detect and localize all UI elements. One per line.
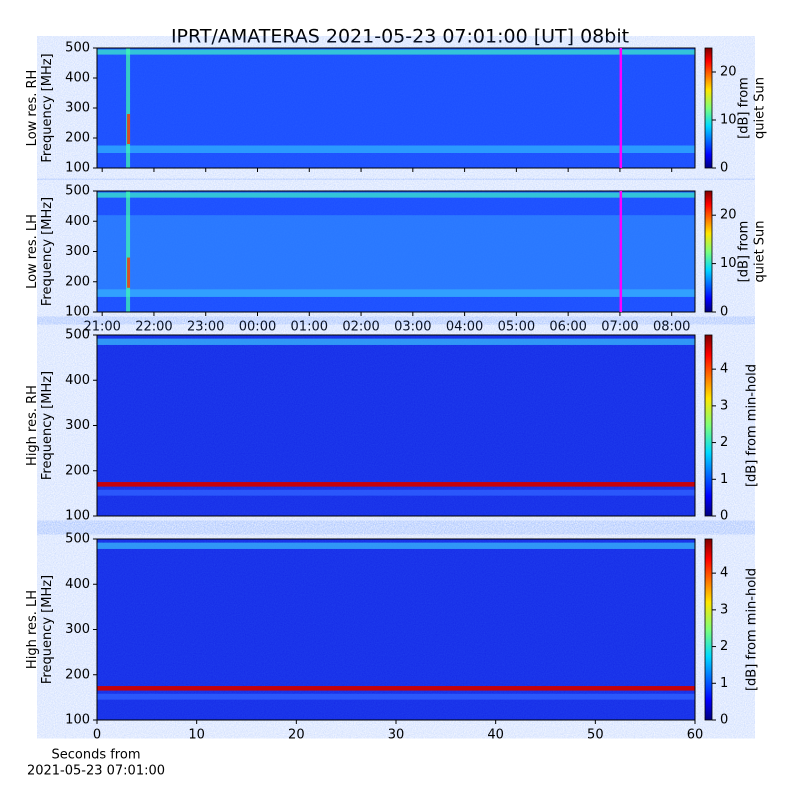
y-tick-label: 300 (65, 101, 90, 116)
y-axis-label: Frequency [MHz] (40, 371, 55, 480)
y-tick-label: 200 (65, 274, 90, 289)
colorbar-tick-label: 0 (720, 161, 728, 176)
y-axis-label: Low res. RH (25, 70, 40, 147)
y-tick-label: 200 (65, 463, 90, 478)
colorbar-tick-label: 1 (720, 472, 728, 487)
colorbar-tick-label: 20 (720, 65, 737, 80)
y-tick-label: 500 (65, 532, 90, 547)
y-tick-label: 100 (65, 713, 90, 728)
x-tick-label: 0 (93, 728, 101, 743)
colorbar (704, 190, 713, 313)
spectrogram-band (97, 542, 695, 549)
y-axis-label: Frequency [MHz] (40, 53, 55, 162)
x-tick-label: 00:00 (239, 320, 276, 335)
x-tick-label: 04:00 (446, 320, 483, 335)
spectrogram-band (97, 693, 695, 700)
y-tick-label: 500 (65, 41, 90, 56)
colorbar-tick-label: 1 (720, 676, 728, 691)
y-tick-label: 500 (65, 328, 90, 343)
y-axis-label: Frequency [MHz] (40, 197, 55, 306)
x-tick-label: 05:00 (498, 320, 535, 335)
x-axis-label: 2021-05-23 07:01:00 (27, 764, 165, 779)
spectrogram-streak (126, 48, 131, 168)
y-axis-label: High res. RH (25, 385, 40, 466)
x-tick-label: 08:00 (653, 320, 690, 335)
spectrogram-band (97, 215, 695, 297)
x-tick-label: 22:00 (135, 320, 172, 335)
x-tick-label: 06:00 (549, 320, 586, 335)
x-tick-label: 30 (388, 728, 405, 743)
colorbar-label: [dB] from min-hold (745, 364, 760, 487)
x-tick-label: 50 (587, 728, 604, 743)
colorbar-label: [dB] from min-hold (745, 568, 760, 691)
colorbar-tick-label: 10 (720, 256, 737, 271)
chart-title: IPRT/AMATERAS 2021-05-23 07:01:00 [UT] 0… (171, 26, 629, 48)
spectrogram-band (97, 338, 695, 345)
colorbar-tick-label: 20 (720, 208, 737, 223)
y-tick-label: 500 (65, 184, 90, 199)
x-tick-label: 20 (288, 728, 305, 743)
colorbar-tick-label: 4 (720, 566, 728, 581)
colorbar-tick-label: 0 (720, 509, 728, 524)
spectrogram-band (97, 49, 695, 55)
y-tick-label: 100 (65, 161, 90, 176)
spectrogram-noise (97, 335, 695, 516)
spectrogram-streak (127, 114, 131, 144)
colorbar-label: quiet Sun (753, 220, 768, 282)
colorbar-label: quiet Sun (753, 77, 768, 139)
y-tick-label: 400 (65, 373, 90, 388)
colorbar-tick-label: 0 (720, 305, 728, 320)
x-tick-label: 03:00 (394, 320, 431, 335)
spectrogram-band (97, 192, 695, 198)
x-tick-label: 60 (687, 728, 704, 743)
y-tick-label: 200 (65, 667, 90, 682)
spectrogram-band (97, 686, 695, 691)
spectrogram-noise (97, 539, 695, 720)
spectrogram-band (97, 145, 695, 153)
colorbar-label: [dB] from (737, 77, 752, 139)
y-tick-label: 200 (65, 131, 90, 146)
y-tick-label: 300 (65, 622, 90, 637)
colorbar-label: [dB] from (737, 221, 752, 283)
y-axis-label: High res. LH (25, 590, 40, 669)
colorbar-tick-label: 10 (720, 113, 737, 128)
spectrogram-band (97, 489, 695, 496)
colorbar-tick-label: 4 (720, 362, 728, 377)
colorbar (704, 47, 713, 169)
x-tick-label: 07:00 (601, 320, 638, 335)
colorbar-tick-label: 3 (720, 602, 728, 617)
y-axis-label: Low res. LH (25, 214, 40, 289)
y-axis-label: Frequency [MHz] (40, 575, 55, 684)
y-tick-label: 300 (65, 244, 90, 259)
x-tick-label: 10 (188, 728, 205, 743)
y-tick-label: 100 (65, 509, 90, 524)
colorbar (704, 538, 713, 721)
colorbar (704, 334, 713, 517)
x-tick-label: 23:00 (187, 320, 224, 335)
x-tick-label: 40 (487, 728, 504, 743)
spectrogram-streak (126, 191, 131, 312)
x-tick-label: 01:00 (291, 320, 328, 335)
y-tick-label: 400 (65, 214, 90, 229)
colorbar-tick-label: 2 (720, 435, 728, 450)
colorbar-tick-label: 2 (720, 639, 728, 654)
spectrogram-band (97, 289, 695, 297)
y-tick-label: 400 (65, 71, 90, 86)
y-tick-label: 100 (65, 305, 90, 320)
spectrogram-streak (127, 257, 131, 288)
spectrogram-band (97, 482, 695, 487)
x-tick-label: 02:00 (342, 320, 379, 335)
colorbar-tick-label: 3 (720, 398, 728, 413)
colorbar-tick-label: 0 (720, 713, 728, 728)
x-axis-label: Seconds from (51, 748, 140, 763)
x-tick-label: 21:00 (83, 320, 120, 335)
y-tick-label: 400 (65, 577, 90, 592)
y-tick-label: 300 (65, 418, 90, 433)
